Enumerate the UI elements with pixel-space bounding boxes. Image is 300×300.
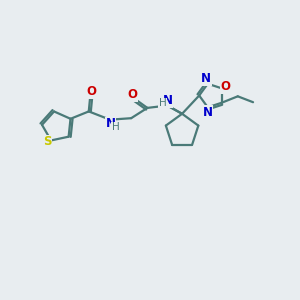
Text: H: H [112, 122, 120, 132]
Text: N: N [106, 117, 116, 130]
Text: S: S [43, 135, 52, 148]
Text: O: O [86, 85, 96, 98]
Text: O: O [221, 80, 231, 93]
Text: N: N [162, 94, 172, 107]
Text: O: O [127, 88, 137, 101]
Text: N: N [201, 72, 211, 85]
Text: H: H [159, 98, 167, 108]
Text: N: N [203, 106, 213, 119]
